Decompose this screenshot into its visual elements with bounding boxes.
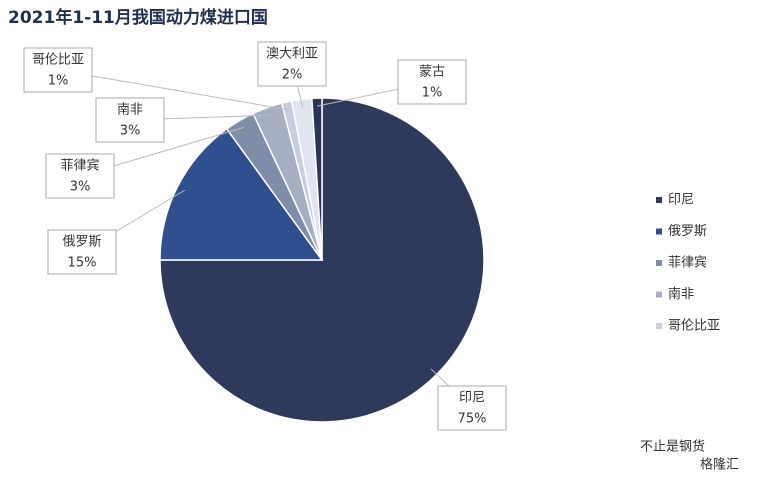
legend-label: 印尼: [668, 193, 694, 208]
slice-label: 俄罗斯: [62, 235, 101, 250]
slice-value: 3%: [70, 180, 91, 195]
legend-label: 哥伦比亚: [668, 319, 720, 334]
legend-swatch: [656, 228, 662, 235]
slice-value: 15%: [68, 256, 97, 271]
slice-value: 1%: [48, 74, 69, 89]
footer-source: 格隆汇: [700, 457, 739, 473]
legend-swatch: [656, 291, 662, 298]
label-box: [45, 153, 115, 199]
slice-value: 75%: [458, 412, 487, 427]
slice-label: 印尼: [459, 391, 485, 406]
legend-swatch: [656, 260, 662, 266]
legend-label: 菲律宾: [668, 255, 707, 271]
legend-swatch: [656, 323, 662, 329]
label-box: [437, 385, 507, 431]
pie-slice: [311, 97, 323, 261]
slice-label: 菲律宾: [60, 158, 99, 174]
slice-value: 3%: [120, 124, 141, 139]
legend-label: 南非: [668, 286, 694, 302]
label-box: [23, 47, 93, 93]
slice-value: 1%: [422, 86, 443, 101]
footer-account: 不止是钢货: [640, 439, 705, 455]
leader-line: [57, 69, 289, 111]
pie-slice: [159, 127, 324, 261]
label-box: [397, 59, 467, 105]
label-box: [257, 41, 327, 87]
legend-label: 俄罗斯: [668, 224, 707, 239]
chart-title: 2021年1-11月我国动力煤进口国: [8, 7, 268, 28]
label-box: [95, 97, 165, 143]
legend-swatch: [656, 197, 662, 203]
label-box: [47, 229, 117, 275]
slice-value: 2%: [282, 68, 303, 83]
slice-label: 哥伦比亚: [32, 53, 84, 68]
slice-label: 蒙古: [419, 65, 445, 80]
slice-label: 澳大利亚: [266, 46, 318, 62]
slice-label: 南非: [117, 102, 143, 118]
